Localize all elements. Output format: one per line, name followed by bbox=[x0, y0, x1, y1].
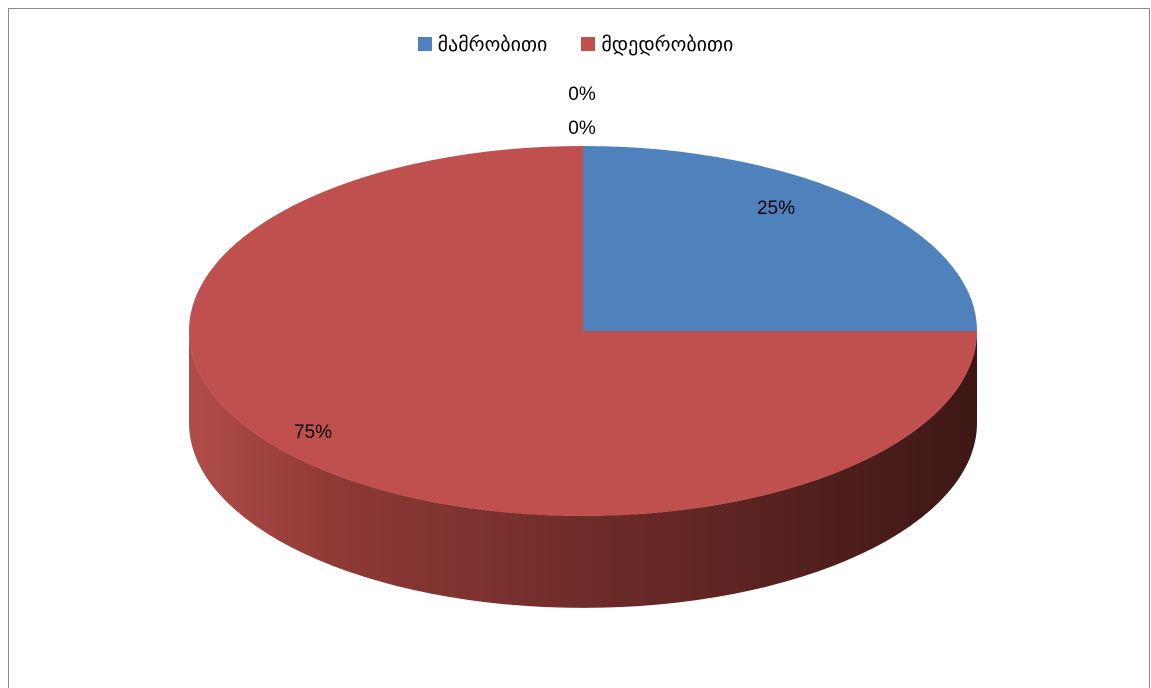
pie-slices bbox=[189, 146, 977, 516]
pie-side bbox=[189, 331, 977, 608]
legend-label-female: მდედრობითი bbox=[601, 32, 734, 56]
legend: მამრობითი მდედრობითი bbox=[0, 32, 1151, 56]
data-label-extra-2: 0% bbox=[568, 118, 596, 139]
legend-swatch-male bbox=[417, 37, 432, 51]
pie-side-wall bbox=[189, 331, 977, 608]
legend-swatch-female bbox=[581, 37, 596, 51]
legend-entry-female[interactable]: მდედრობითი bbox=[581, 32, 733, 56]
pie-slice-male[interactable] bbox=[583, 146, 977, 331]
pie-slice-female[interactable] bbox=[189, 146, 977, 516]
data-label-extra-1: 0% bbox=[568, 84, 596, 105]
legend-entry-male[interactable]: მამრობითი bbox=[417, 32, 548, 56]
data-label-male: 25% bbox=[757, 198, 795, 219]
legend-label-male: მამრობითი bbox=[437, 32, 548, 56]
data-label-female: 75% bbox=[294, 422, 332, 443]
pie-labels: 0% 0% 25% 75% bbox=[294, 84, 795, 443]
